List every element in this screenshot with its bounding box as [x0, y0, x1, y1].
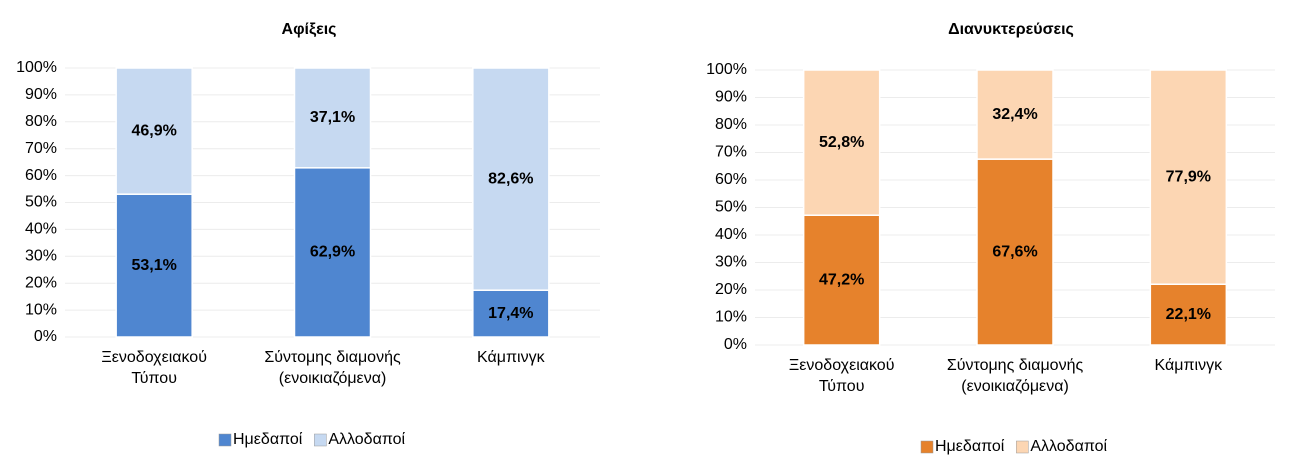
y-tick-label: 0% [724, 336, 747, 353]
x-tick-label: Κάμπινγκ [477, 349, 545, 366]
data-label: 37,1% [310, 109, 355, 126]
bar-segment [1149, 69, 1228, 285]
data-label: 82,6% [488, 170, 533, 187]
y-tick-label: 50% [715, 199, 747, 216]
data-label: 77,9% [1166, 168, 1211, 185]
y-tick-label: 20% [715, 281, 747, 298]
data-label: 62,9% [310, 244, 355, 261]
x-tick-label: Κάμπινγκ [1154, 357, 1223, 374]
y-tick-label: 80% [25, 113, 57, 130]
data-label: 52,8% [819, 134, 864, 151]
y-tick-label: 30% [715, 254, 747, 271]
legend-swatch [920, 440, 934, 454]
y-tick-label: 100% [706, 61, 747, 78]
y-tick-label: 90% [25, 86, 57, 103]
x-tick-label: Ξενοδοχειακού Τύπου [101, 349, 207, 387]
bar-segment [802, 214, 881, 346]
data-label: 67,6% [992, 243, 1037, 260]
data-label: 46,9% [131, 122, 176, 139]
y-tick-label: 40% [715, 226, 747, 243]
data-label: 17,4% [488, 305, 533, 322]
bar-segment [802, 69, 881, 216]
data-label: 53,1% [131, 257, 176, 274]
y-tick-label: 90% [715, 89, 747, 106]
y-tick-label: 10% [715, 309, 747, 326]
y-tick-label: 40% [25, 221, 57, 238]
y-tick-label: 20% [25, 274, 57, 291]
data-label: 22,1% [1166, 306, 1211, 323]
y-tick-label: 60% [715, 171, 747, 188]
legend-swatch [1016, 440, 1029, 454]
y-tick-label: 70% [715, 144, 747, 161]
y-tick-label: 80% [715, 116, 747, 133]
y-tick-label: 70% [25, 140, 57, 157]
y-tick-label: 0% [34, 328, 57, 345]
bar-segment [115, 67, 193, 195]
chart-title: Διανυκτερεύσεις [948, 21, 1074, 38]
y-tick-label: 30% [25, 248, 57, 265]
y-tick-label: 60% [25, 167, 57, 184]
bar-segment [472, 67, 550, 291]
y-tick-label: 50% [25, 194, 57, 211]
bar-segment [472, 289, 550, 338]
bar-segment [976, 69, 1054, 160]
bar-segment [293, 67, 372, 169]
chart-title: Αφίξεις [282, 21, 337, 38]
data-label: 47,2% [819, 271, 864, 288]
bar-segment [1149, 283, 1228, 346]
y-tick-label: 100% [16, 59, 57, 76]
legend-swatch [218, 433, 232, 447]
x-tick-label: Σύντομης διαμονής (ενοικιαζόμενα) [264, 349, 401, 387]
bar-segment [115, 193, 193, 338]
legend-label: Αλλοδαποί [1030, 438, 1107, 455]
x-tick-label: Ξενοδοχειακού Τύπου [788, 357, 895, 395]
legend-label: Αλλοδαποί [328, 431, 405, 448]
legend-label: Ημεδαποί [935, 438, 1005, 455]
legend-swatch [314, 433, 327, 447]
y-tick-label: 10% [25, 301, 57, 318]
data-label: 32,4% [992, 106, 1037, 123]
x-tick-label: Σύντομης διαμονής (ενοικιαζόμενα) [946, 357, 1084, 395]
legend-label: Ημεδαποί [233, 431, 303, 448]
